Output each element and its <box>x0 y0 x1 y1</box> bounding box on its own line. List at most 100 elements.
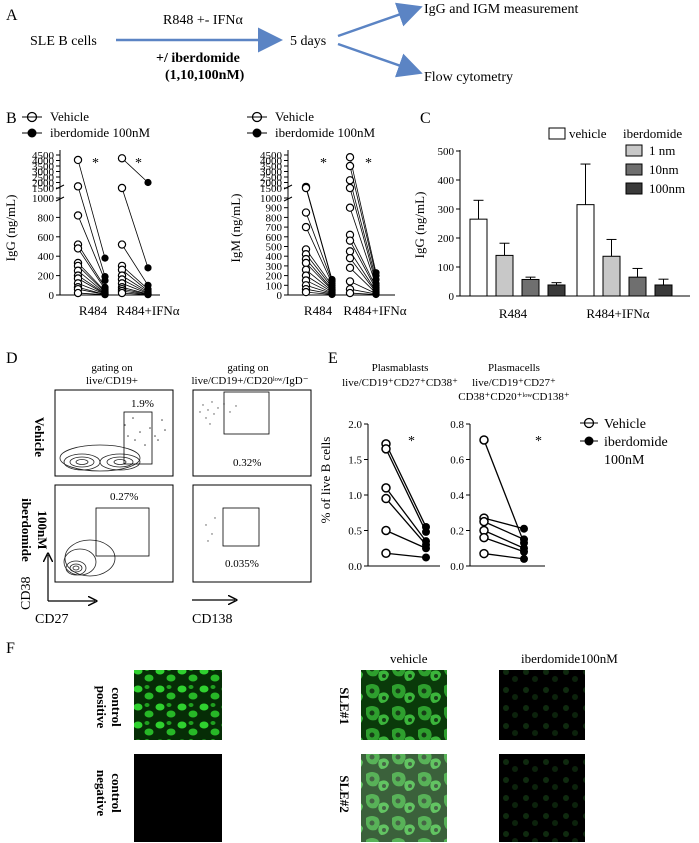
pair-line <box>305 269 333 292</box>
axis-label-cd27: CD27 <box>35 612 68 627</box>
row-label-negative: negative <box>94 770 109 816</box>
schematic-treatment-bottom-1: +/ iberdomide <box>156 51 240 66</box>
iberdomide-point <box>372 290 380 299</box>
y-tick-label: 2.0 <box>348 419 362 431</box>
gate-2-line-2: live/CD19+/CD20ˡᵒʷ/IgD⁻ <box>191 375 308 387</box>
axis-label-cd138: CD138 <box>192 612 232 627</box>
x-tick-r484-ifn: R484+IFNα <box>343 303 406 318</box>
schematic-outcome-1: IgG and IGM measurement <box>424 2 578 17</box>
row-label-iberdomide: iberdomide <box>19 498 34 562</box>
row-label-positive-2: control <box>109 687 124 727</box>
pair-line <box>349 187 377 284</box>
schematic-treatment-top: R848 +- IFNα <box>163 13 243 28</box>
vehicle-point <box>301 183 311 193</box>
pair-line <box>121 292 149 296</box>
x-tick-r484-ifn: R484+IFNα <box>586 306 649 321</box>
significance: * <box>408 434 415 449</box>
pair-line <box>121 158 149 183</box>
pair-line <box>77 159 106 259</box>
y-tick-label: 0.0 <box>348 561 362 573</box>
image-sle1-iberdomide <box>499 670 585 740</box>
pair-line <box>483 439 525 544</box>
y-tick-label: 2000 <box>32 178 55 190</box>
legend-title: iberdomide <box>623 126 682 141</box>
y-axis-label: IgM (ng/mL) <box>228 194 243 263</box>
y-tick-label: 0 <box>277 290 283 302</box>
pair-line <box>77 282 106 295</box>
arrow-to-igg <box>337 2 423 38</box>
legend-iberdomide-label: iberdomide <box>604 435 668 450</box>
pair-line <box>483 529 525 549</box>
y-tick-label: 4000 <box>32 156 55 168</box>
pair-line <box>121 286 149 295</box>
panel-label-f: F <box>6 640 15 657</box>
pct-iberdomide-cd27: 0.27% <box>110 491 138 503</box>
y-tick-label: 1500 <box>32 183 55 195</box>
axis-break-mark <box>283 196 293 202</box>
immunofluorescence: vehicle iberdomide100nM positive control… <box>94 651 618 842</box>
pair-line <box>121 187 149 268</box>
pair-line <box>77 265 106 293</box>
y-tick-label: 3000 <box>260 167 283 179</box>
image-sle2-vehicle <box>361 754 447 842</box>
y-tick-label: 900 <box>266 203 283 215</box>
column-label-iberdomide: iberdomide100nM <box>521 651 618 666</box>
vehicle-point <box>117 183 127 193</box>
chart-e-plasmacells: Plasmacells live/CD19⁺CD27⁺ CD38⁺CD20⁺ˡᵒ… <box>450 362 668 573</box>
iberdomide-point <box>101 254 109 262</box>
x-tick-r484: R484 <box>304 303 333 318</box>
pct-vehicle-cd138: 0.32% <box>233 457 261 469</box>
chart-b-igg: Vehicle iberdomide 100nM IgG (ng/mL) R48… <box>3 109 180 318</box>
y-tick-label: 200 <box>38 271 55 283</box>
y-tick-label: 4500 <box>260 150 283 162</box>
pair-line <box>349 281 377 294</box>
vehicle-point <box>345 277 355 286</box>
pair-line <box>305 262 333 291</box>
pair-line <box>305 187 333 281</box>
flow-dots-vehicle <box>124 417 166 446</box>
pair-line <box>349 240 377 290</box>
vehicle-point <box>345 203 355 212</box>
legend-10nm-label: 10nm <box>649 162 679 177</box>
y-tick-label: 100 <box>266 280 283 292</box>
column-label-vehicle: vehicle <box>390 651 428 666</box>
iberdomide-point <box>520 547 528 556</box>
pair-line <box>77 186 106 277</box>
iberdomide-point <box>328 290 336 299</box>
pair-line <box>483 517 525 530</box>
bar <box>576 204 595 297</box>
pair-line <box>121 244 149 286</box>
y-tick-label: 500 <box>266 242 283 254</box>
y-tick-label: 100 <box>438 262 455 274</box>
legend-vehicle-label: vehicle <box>569 126 607 141</box>
title-line-2: live/CD19⁺CD27⁺CD38⁺ <box>342 377 458 389</box>
panel-label-c: C <box>420 110 431 127</box>
vehicle-point <box>345 161 355 171</box>
gate-1-line-1: gating on <box>91 362 133 374</box>
iberdomide-point <box>422 553 430 562</box>
y-tick-label: 0 <box>49 290 55 302</box>
row-label-sle1: SLE#1 <box>337 687 352 725</box>
y-tick-label: 1500 <box>260 183 283 195</box>
axis-label-cd38: CD38 <box>19 577 34 610</box>
significance-2: * <box>135 156 142 171</box>
legend-vehicle-label: Vehicle <box>50 109 89 124</box>
pair-line <box>305 258 333 290</box>
pair-line <box>305 284 333 294</box>
y-tick-label: 400 <box>438 175 455 187</box>
title-line-2: live/CD19⁺CD27⁺ <box>472 377 556 389</box>
y-tick-label: 0.5 <box>348 526 362 538</box>
pair-line <box>349 288 377 295</box>
gate-iberdomide-cd138 <box>222 507 260 547</box>
legend-vehicle-label: Vehicle <box>604 417 646 432</box>
vehicle-point <box>345 176 355 185</box>
pair-line <box>121 265 149 290</box>
vehicle-point <box>345 288 355 298</box>
pair-line <box>305 288 333 295</box>
y-tick-label: 300 <box>438 204 455 216</box>
vehicle-point <box>479 532 489 543</box>
pct-iberdomide-cd138: 0.035% <box>225 558 259 570</box>
legend-iberdomide-label: iberdomide 100nM <box>275 125 375 140</box>
vehicle-point <box>117 240 127 249</box>
